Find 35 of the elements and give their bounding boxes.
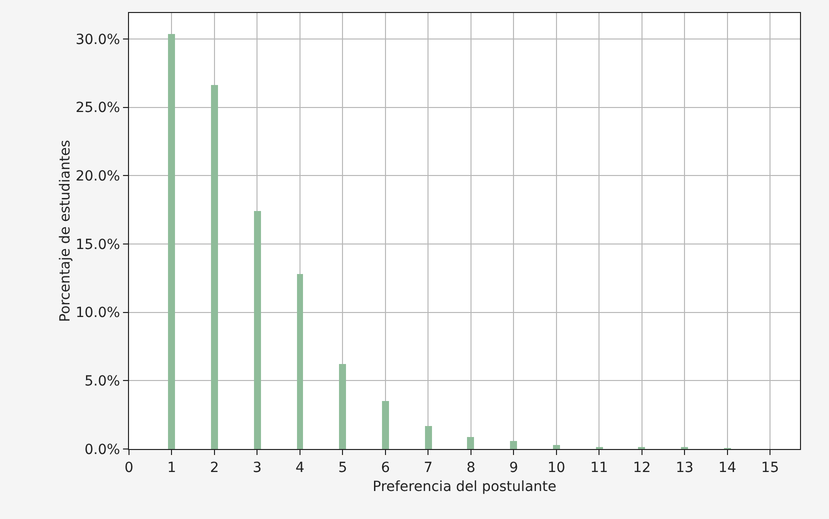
bar	[382, 401, 389, 449]
y-tick-label: 20.0%	[76, 168, 120, 185]
bar	[211, 85, 218, 449]
x-tick-label: 9	[509, 460, 518, 476]
y-tick-label: 15.0%	[76, 236, 120, 253]
x-tick-label: 7	[424, 460, 433, 476]
x-tick-label: 6	[380, 460, 390, 476]
y-tick-label: 0.0%	[84, 442, 120, 458]
bar	[297, 274, 303, 449]
bar	[339, 364, 346, 449]
x-tick-label: 0	[124, 460, 134, 476]
x-tick-label: 14	[718, 460, 736, 476]
x-tick-label: 3	[252, 460, 262, 476]
bar	[467, 437, 474, 449]
y-tick-label: 30.0%	[76, 32, 120, 48]
bar	[425, 426, 432, 449]
bar	[510, 441, 517, 449]
x-tick-label: 2	[210, 460, 219, 476]
x-tick-label: 5	[338, 460, 348, 476]
y-tick-label: 25.0%	[76, 100, 120, 116]
x-tick-label: 10	[547, 460, 566, 476]
x-tick-label: 15	[761, 460, 779, 476]
y-axis-title: Porcentaje de estudiantes	[58, 140, 74, 322]
bar	[168, 34, 175, 449]
x-tick-label: 8	[466, 460, 476, 476]
y-tick-label: 5.0%	[84, 374, 120, 390]
x-axis-title: Preferencia del postulante	[372, 479, 556, 496]
bar	[254, 211, 261, 449]
x-tick-label: 13	[676, 460, 694, 476]
y-tick-label: 10.0%	[76, 305, 120, 322]
x-tick-label: 1	[167, 460, 176, 476]
bar	[553, 445, 560, 449]
x-tick-label: 4	[296, 460, 304, 476]
x-tick-label: 11	[590, 460, 608, 476]
x-tick-label: 12	[632, 460, 651, 476]
